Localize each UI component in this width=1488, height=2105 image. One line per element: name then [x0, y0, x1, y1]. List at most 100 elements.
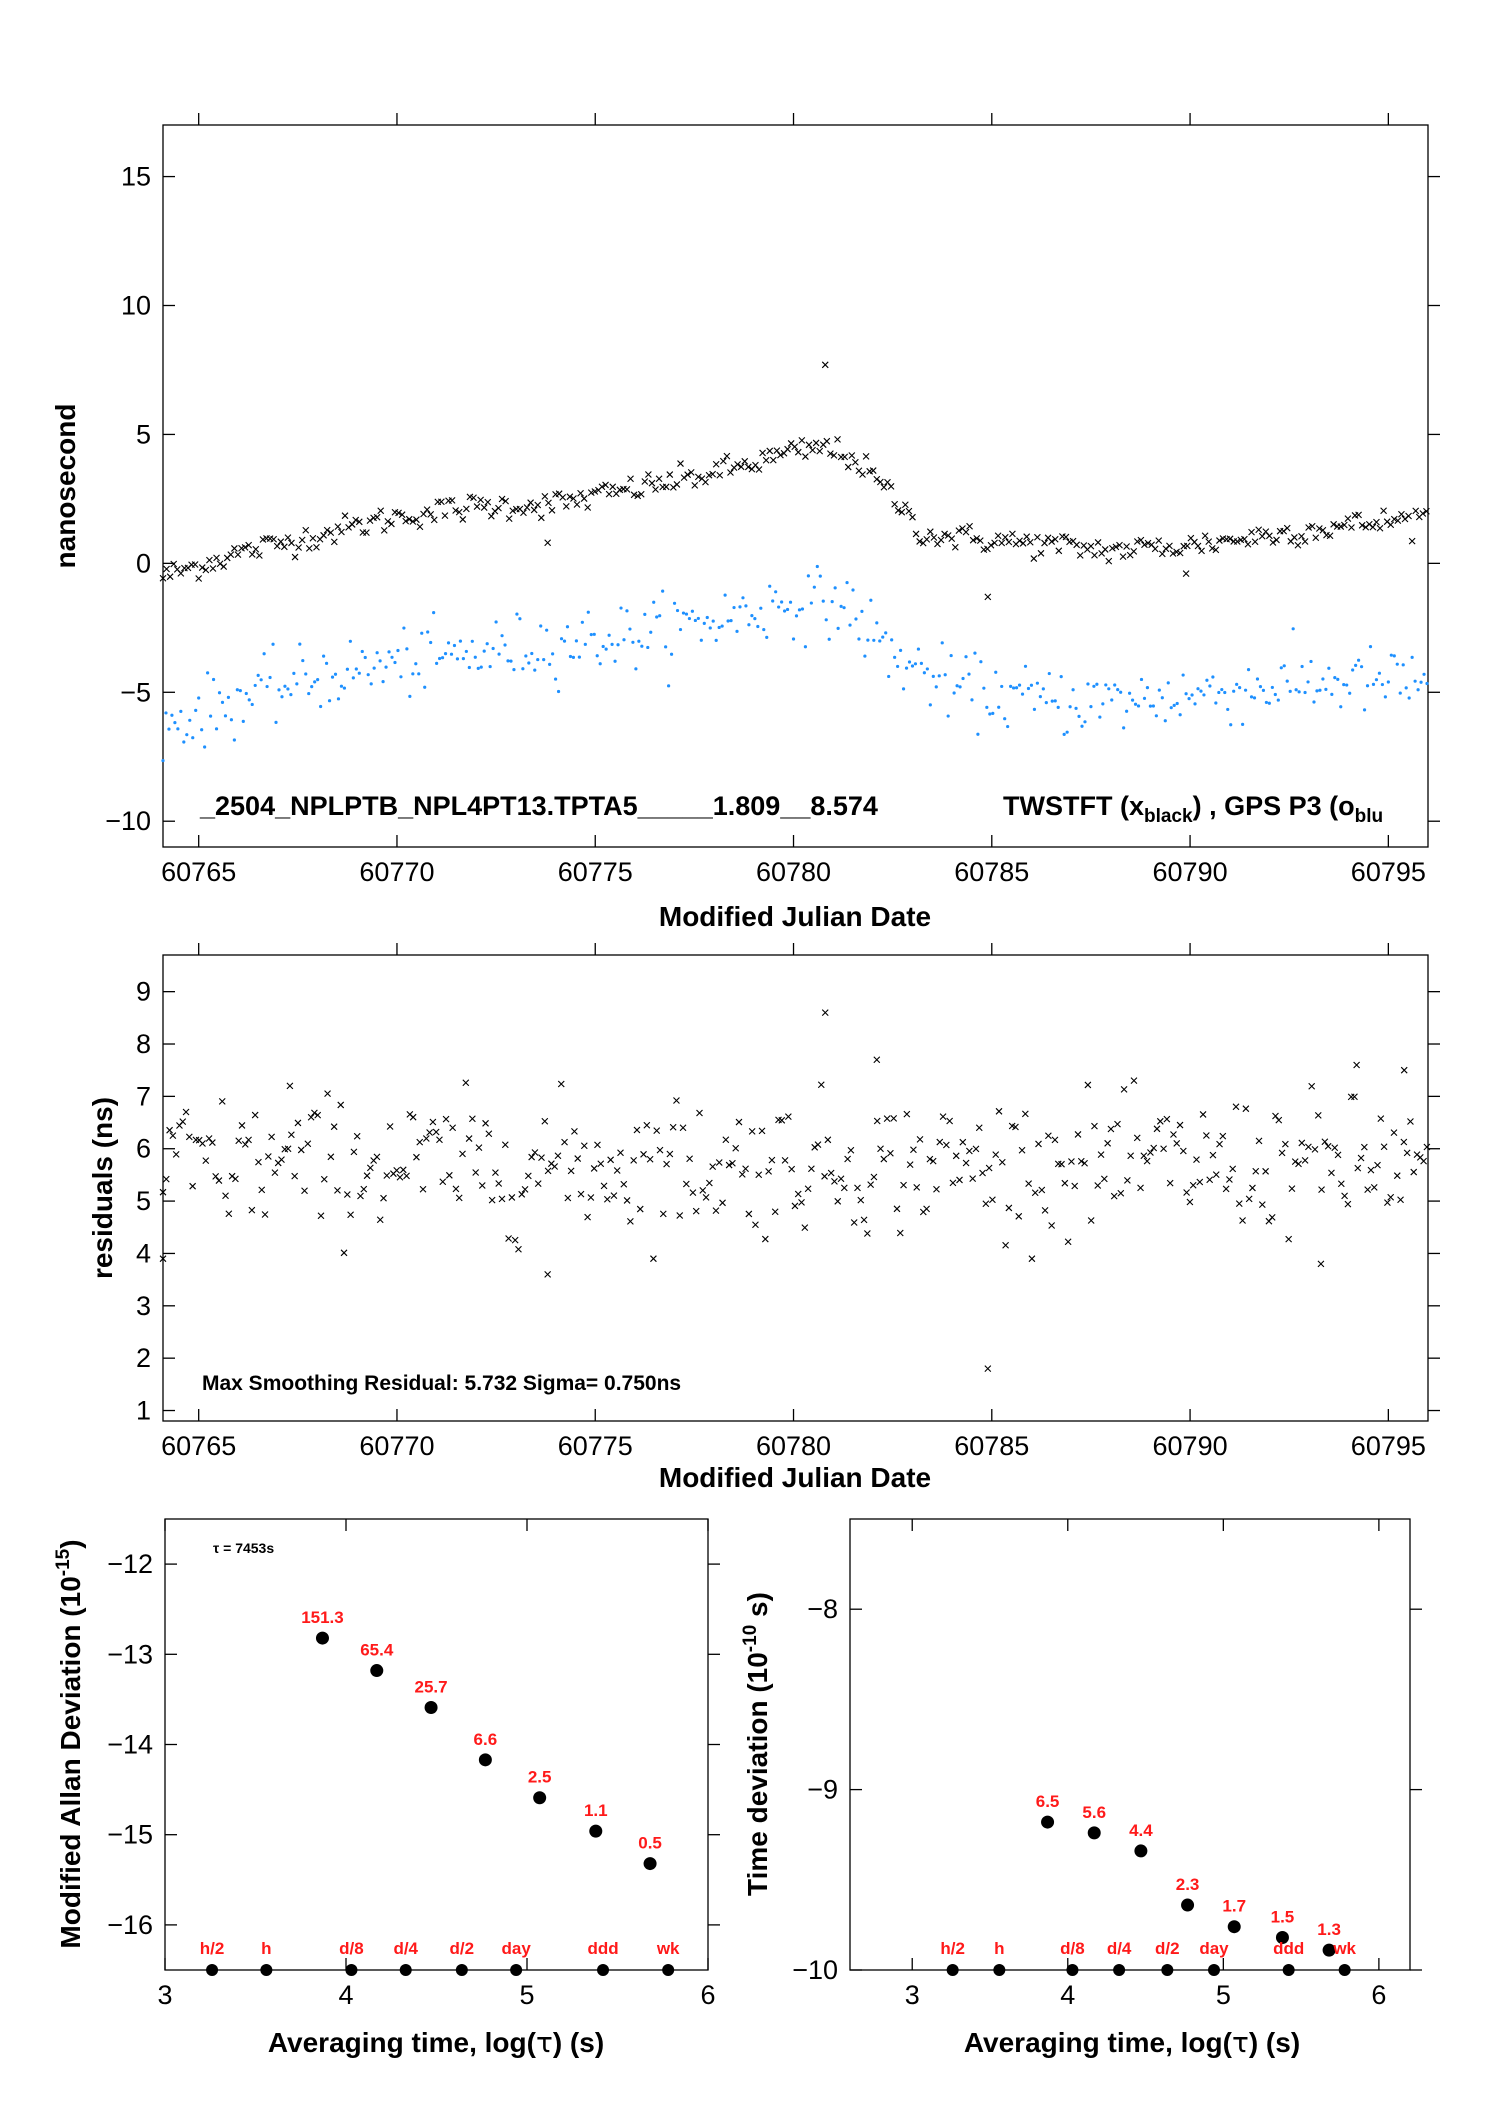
twstft-point: [373, 513, 381, 521]
gps-point: [961, 676, 965, 681]
twstft-point: [1005, 538, 1013, 546]
twstft-point: [441, 512, 449, 520]
residual-point: [992, 1151, 1000, 1158]
residual-point: [248, 1206, 256, 1214]
twstft-point: [784, 445, 791, 453]
residual-point: [686, 1155, 694, 1163]
residual-point: [781, 1157, 789, 1164]
main-x-tick-label: 60775: [558, 857, 633, 887]
twstft-point: [338, 528, 345, 536]
residual-point: [1183, 1189, 1191, 1196]
mdev-ref-label: day: [501, 1939, 531, 1958]
gps-point: [562, 639, 567, 643]
gps-point: [628, 627, 632, 631]
gps-point: [369, 682, 373, 686]
twstft-point: [1294, 541, 1302, 549]
twstft-point: [841, 453, 849, 461]
residual-point: [709, 1163, 717, 1170]
residual-point: [557, 1080, 565, 1088]
gps-point: [818, 574, 822, 578]
gps-point: [1077, 714, 1081, 718]
gps-point: [247, 698, 251, 702]
residual-point: [255, 1158, 262, 1166]
gps-point: [301, 658, 305, 663]
tdev-ref-point: [1338, 1964, 1351, 1976]
gps-point: [327, 699, 332, 703]
gps-point: [479, 665, 483, 669]
twstft-point: [502, 497, 510, 505]
twstft-point: [677, 460, 684, 467]
tdev-y-tick-label: −9: [807, 1775, 838, 1805]
residual-point: [1038, 1186, 1046, 1194]
gps-point: [705, 615, 709, 620]
gps-point: [307, 691, 311, 696]
gps-point: [1392, 654, 1396, 658]
residual-point: [571, 1128, 578, 1135]
gps-point: [836, 626, 840, 631]
residual-point: [594, 1141, 601, 1149]
residual-point: [268, 1133, 276, 1141]
twstft-point: [363, 529, 370, 536]
residual-point: [834, 1197, 842, 1205]
gps-point: [167, 727, 171, 731]
gps-point: [901, 687, 906, 691]
residual-point: [666, 1150, 674, 1158]
gps-point: [396, 648, 400, 653]
twstft-point: [1398, 510, 1405, 518]
residual-point: [794, 1190, 802, 1198]
twstft-point: [170, 560, 178, 568]
twstft-point: [298, 536, 306, 544]
residual-point: [995, 1107, 1003, 1115]
twstft-point: [1337, 523, 1345, 530]
tdev-x-tick-label: 4: [1060, 1980, 1075, 2010]
residual-point: [1403, 1149, 1411, 1157]
mdev-ref-label: ddd: [587, 1939, 618, 1958]
gps-point: [1282, 664, 1286, 668]
gps-point: [622, 638, 626, 642]
residual-point: [1354, 1164, 1362, 1172]
twstft-point: [744, 463, 752, 471]
gps-point: [649, 630, 653, 634]
gps-point: [684, 612, 689, 616]
gps-point: [1107, 687, 1111, 691]
residual-point: [449, 1124, 457, 1132]
gps-point: [1125, 709, 1129, 713]
gps-point: [176, 727, 180, 731]
gps-point: [524, 654, 528, 658]
residual-point: [432, 1128, 440, 1136]
residual-point: [636, 1205, 644, 1213]
residual-point: [185, 1133, 193, 1141]
residuals-panel: 60765 60770 60775 60780 60785 60790 60795 1 2 3 4 5…: [87, 943, 1440, 1493]
twstft-point: [641, 478, 649, 485]
residual-point: [676, 1212, 684, 1219]
gps-point: [405, 647, 409, 651]
residual-point: [1002, 1241, 1009, 1249]
residual-point: [199, 1140, 206, 1147]
gps-point: [791, 637, 796, 641]
mdev-ref-label: d/8: [339, 1939, 364, 1958]
residual-point: [498, 1195, 506, 1203]
gps-point: [283, 684, 287, 688]
gps-point: [955, 684, 959, 688]
twstft-point: [305, 544, 313, 552]
residual-point: [1344, 1200, 1352, 1208]
gps-point: [878, 639, 882, 643]
gps-point: [310, 684, 314, 689]
gps-point: [690, 609, 694, 613]
gps-point: [667, 684, 671, 688]
gps-point: [536, 657, 540, 662]
twstft-point: [330, 538, 338, 546]
gps-point: [797, 608, 802, 612]
gps-point: [1017, 683, 1022, 687]
residual-point: [784, 1113, 792, 1121]
gps-point: [1327, 666, 1331, 670]
residual-point: [1058, 1160, 1065, 1168]
twstft-point: [951, 543, 959, 551]
gps-point: [455, 657, 460, 661]
residual-point: [817, 1081, 825, 1089]
residual-point: [1219, 1132, 1227, 1140]
twstft-point: [869, 467, 877, 474]
twstft-point: [816, 447, 824, 455]
gps-point: [1359, 665, 1364, 669]
gps-point: [851, 588, 855, 592]
